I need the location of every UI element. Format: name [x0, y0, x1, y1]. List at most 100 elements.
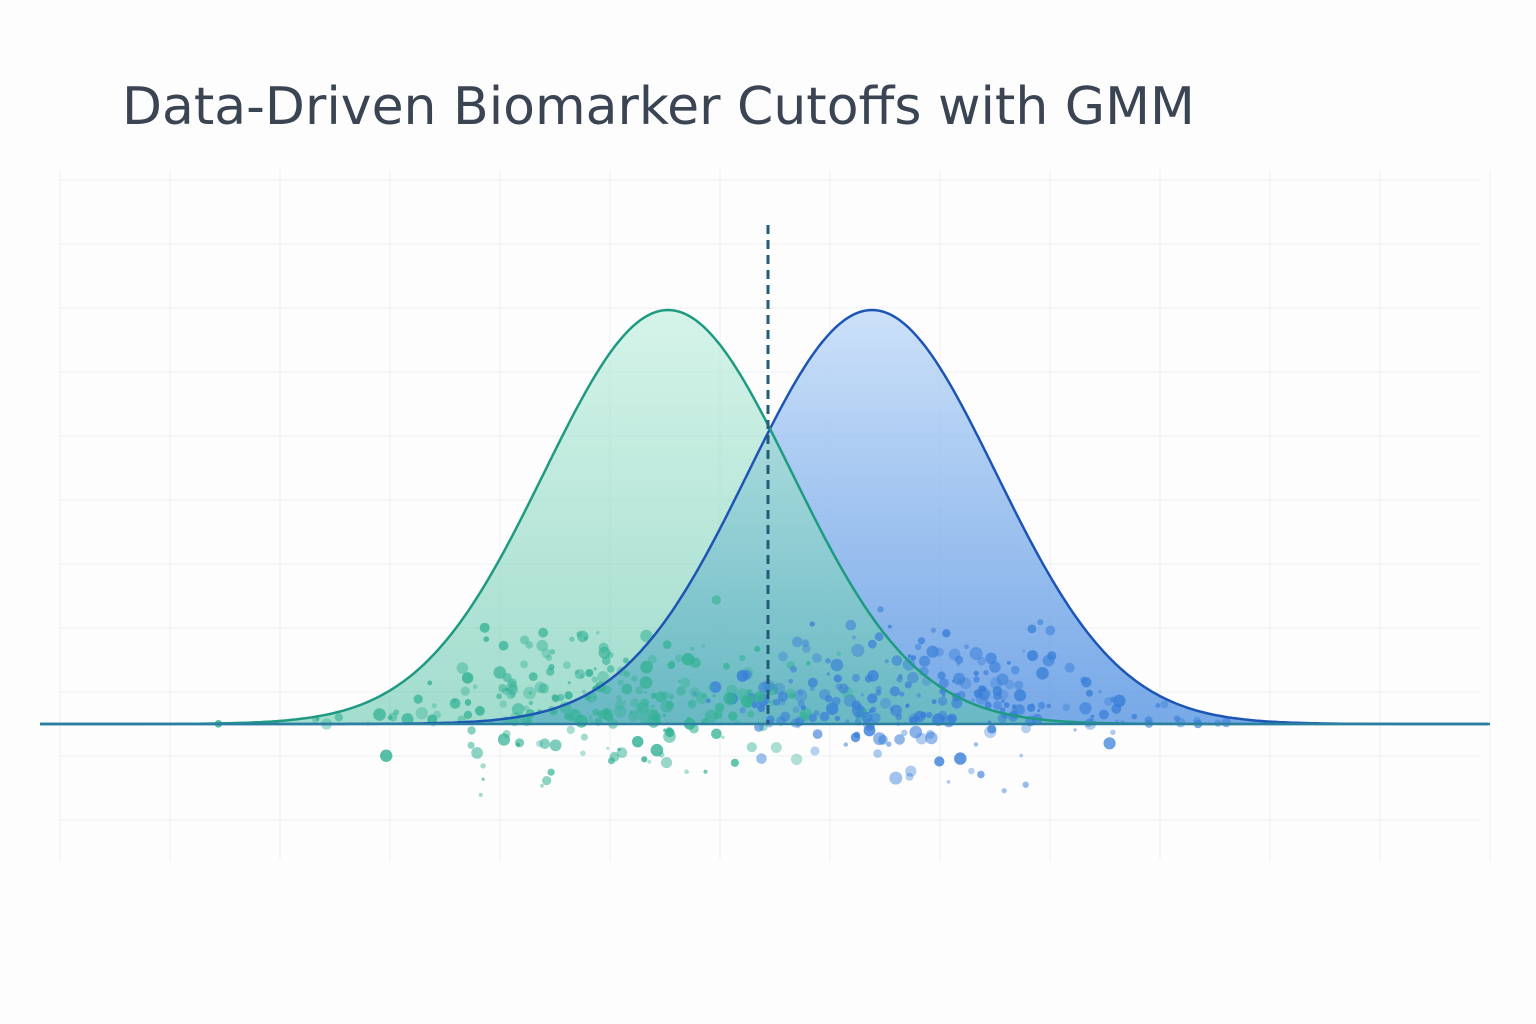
dot: [889, 686, 901, 697]
dot: [1098, 690, 1102, 694]
dot: [604, 712, 614, 722]
dot: [890, 704, 902, 717]
dot: [565, 712, 574, 721]
dot: [934, 647, 944, 657]
dot: [739, 707, 746, 714]
dot: [874, 632, 884, 642]
dot: [632, 736, 644, 748]
dot: [851, 635, 856, 640]
dot: [593, 667, 597, 671]
dot: [868, 708, 874, 714]
dot: [1110, 729, 1116, 735]
dot: [696, 692, 708, 704]
dot: [825, 658, 831, 664]
dot: [520, 635, 529, 645]
curves: [40, 225, 1490, 797]
dot: [1085, 689, 1093, 697]
dot: [502, 730, 511, 738]
dot: [915, 643, 922, 650]
dot: [631, 675, 638, 682]
dot: [528, 672, 538, 681]
dot: [739, 655, 746, 662]
dot: [1003, 702, 1010, 708]
dot: [852, 673, 860, 682]
dot: [592, 708, 600, 716]
dot: [464, 699, 472, 706]
dot: [1081, 677, 1092, 688]
dot: [904, 681, 912, 689]
dot: [886, 741, 892, 747]
dot: [902, 658, 916, 671]
dot: [745, 700, 753, 708]
dot: [585, 669, 594, 677]
dot: [598, 642, 609, 653]
dot: [613, 705, 627, 718]
dot: [973, 742, 979, 747]
dot: [1111, 703, 1122, 714]
dot: [511, 703, 525, 716]
green-area: [40, 310, 1490, 724]
dot: [483, 636, 490, 642]
dot: [704, 709, 718, 723]
dot: [909, 725, 923, 739]
dot: [773, 698, 781, 706]
dot: [1011, 704, 1017, 709]
dot: [757, 704, 766, 713]
dot: [834, 715, 841, 722]
dot: [651, 704, 655, 709]
dot: [1099, 709, 1109, 720]
title: Data-Driven Biomarker Cutoffs with GMM: [122, 77, 1195, 137]
dot: [373, 708, 386, 721]
dot: [640, 660, 653, 674]
dot: [616, 695, 622, 701]
dot: [851, 643, 865, 657]
dot: [908, 713, 920, 724]
dot: [1036, 667, 1049, 680]
dot: [834, 674, 843, 683]
dot: [536, 639, 548, 652]
dot: [665, 700, 675, 710]
dot: [602, 685, 612, 695]
dot: [951, 697, 963, 709]
dot: [788, 678, 794, 684]
dot: [728, 711, 738, 721]
dot: [954, 752, 967, 765]
dot: [606, 746, 610, 750]
dot: [919, 655, 931, 667]
dot: [662, 713, 667, 717]
dot: [905, 703, 910, 708]
dot: [797, 689, 804, 696]
dot: [770, 742, 782, 753]
dot: [548, 664, 555, 671]
dot: [926, 645, 939, 658]
dot: [799, 711, 807, 719]
dot: [542, 776, 552, 786]
dot: [623, 670, 630, 678]
dot: [706, 698, 711, 704]
dot: [934, 756, 945, 767]
dot: [431, 703, 437, 709]
dot: [792, 636, 803, 648]
dot: [497, 733, 511, 746]
dot: [714, 702, 725, 713]
dot: [796, 724, 800, 729]
dot: [845, 619, 857, 631]
dot: [999, 707, 1006, 713]
dot: [790, 753, 803, 765]
dot: [938, 696, 948, 706]
dot: [507, 684, 519, 695]
dot: [916, 693, 921, 698]
dot: [853, 731, 860, 738]
dot: [661, 691, 669, 700]
dot: [899, 691, 905, 697]
dot: [754, 645, 761, 653]
dot: [711, 595, 721, 605]
dot: [415, 707, 428, 720]
dot: [621, 683, 633, 695]
dot: [588, 715, 592, 719]
dot: [946, 780, 951, 784]
dot: [663, 730, 676, 743]
dot: [614, 700, 625, 710]
dot: [968, 767, 975, 775]
